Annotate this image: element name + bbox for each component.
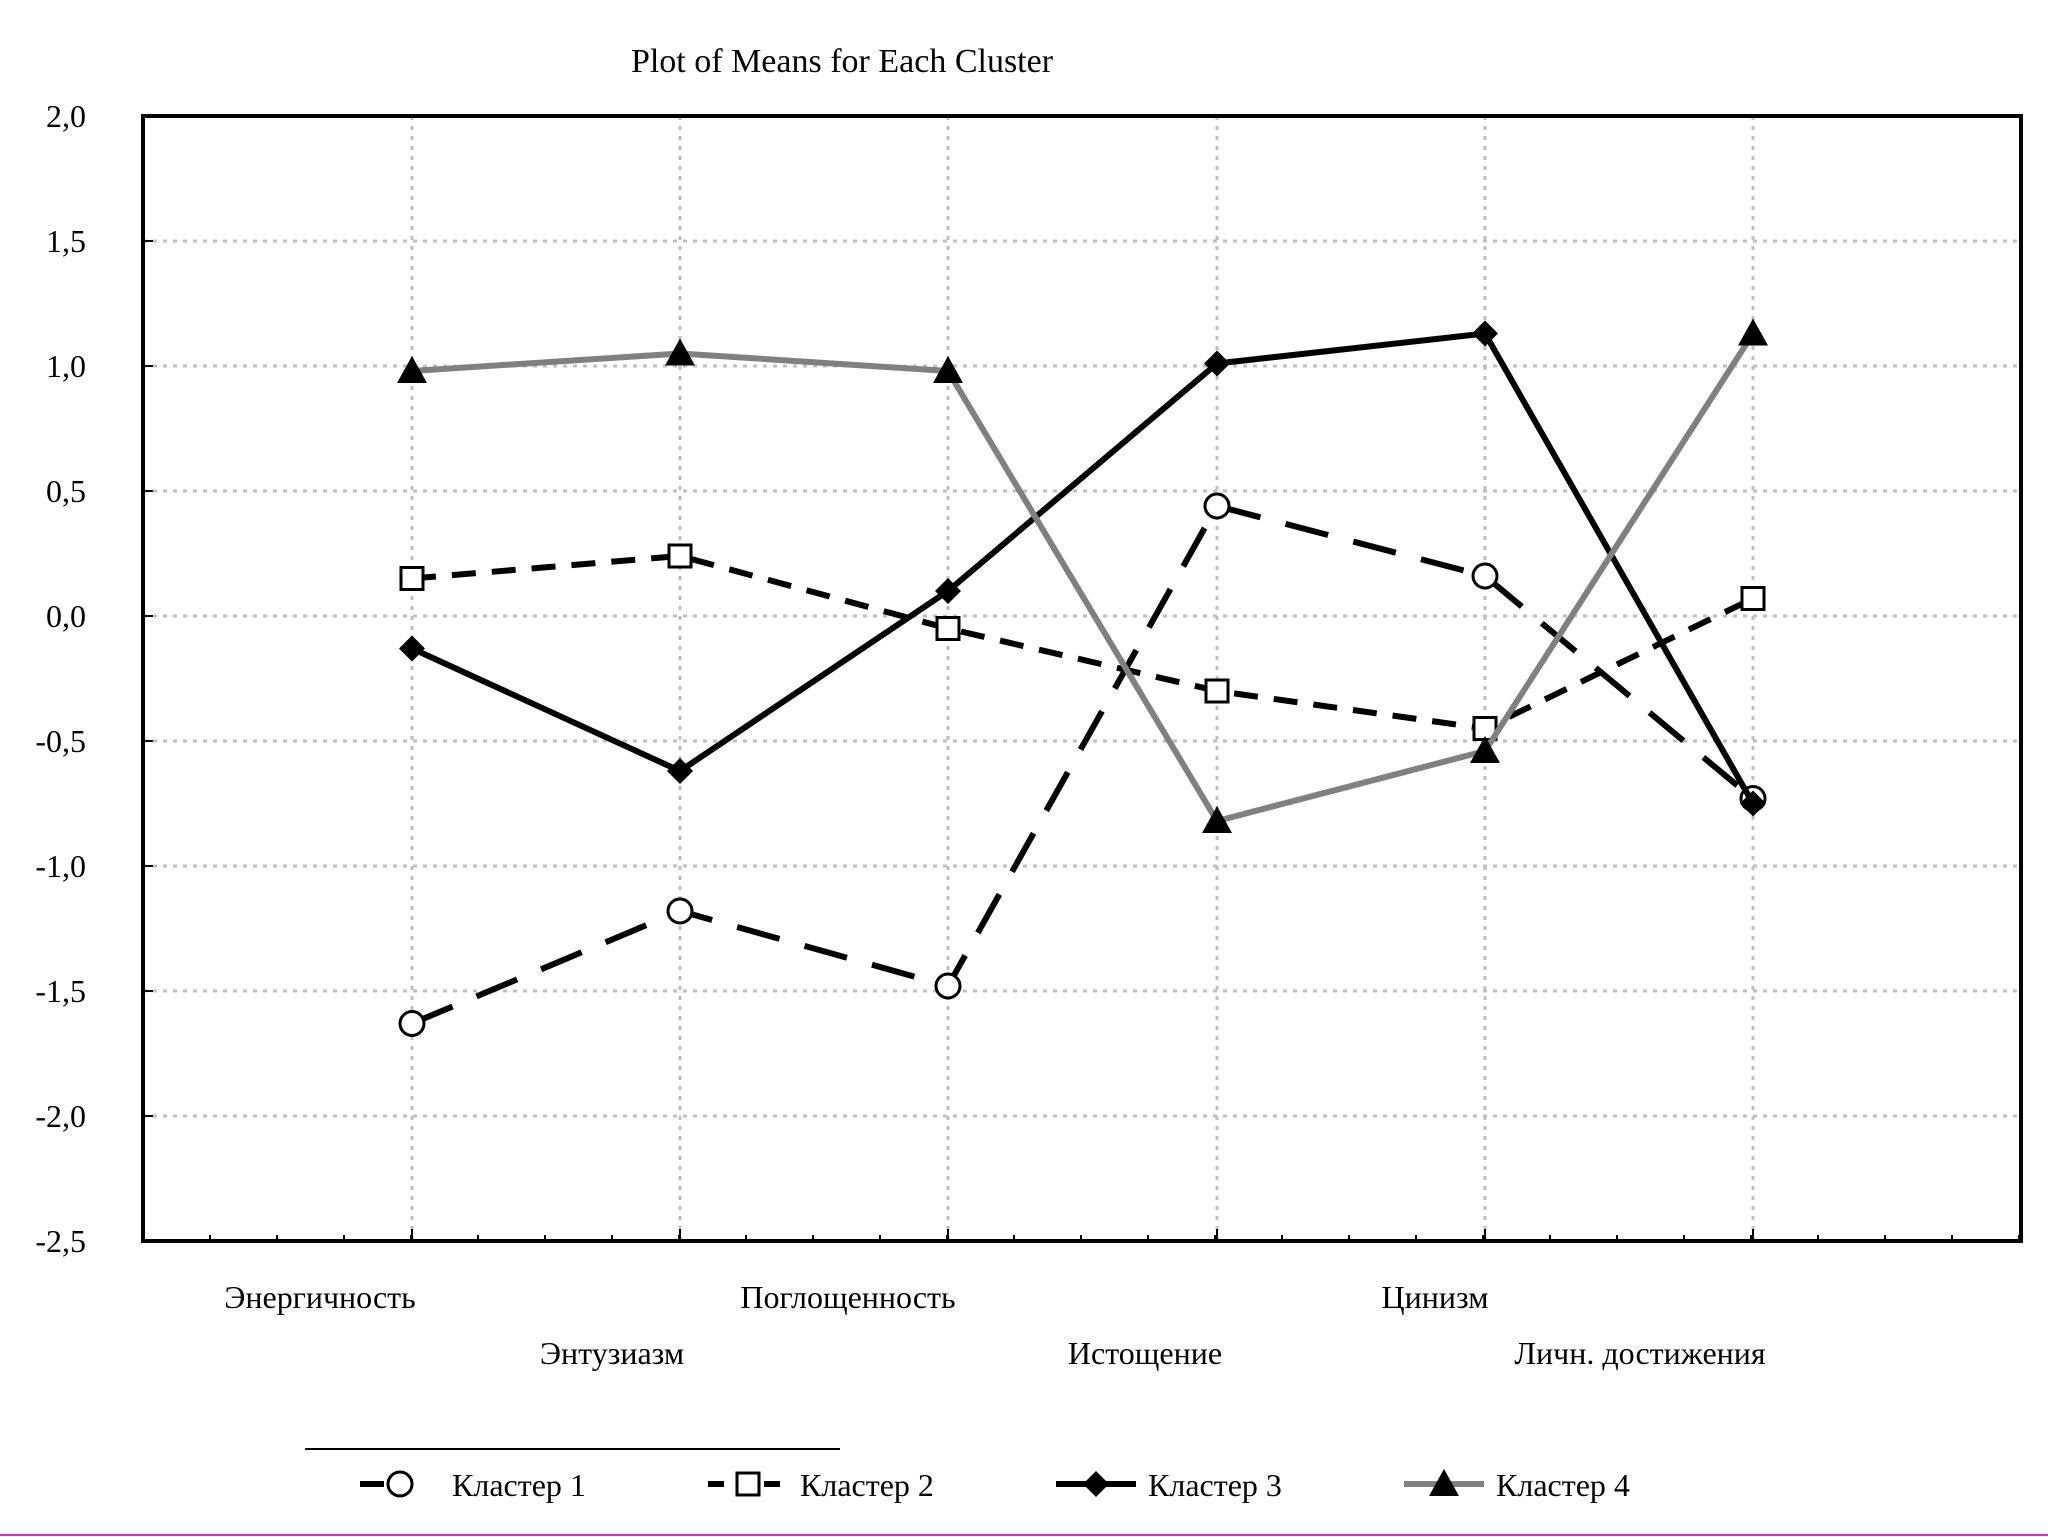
y-tick-label: -2,5	[35, 1223, 86, 1259]
data-point	[665, 338, 695, 366]
legend-label: Кластер 3	[1148, 1467, 1282, 1503]
series-3	[399, 320, 1766, 817]
data-point	[1740, 790, 1766, 817]
legend-label: Кластер 1	[452, 1467, 586, 1503]
data-point	[667, 758, 693, 784]
y-tick-label: -0,5	[35, 723, 86, 759]
y-tick-label: 1,5	[46, 223, 86, 259]
axes	[141, 114, 2023, 1243]
data-point	[1204, 678, 1230, 704]
data-point	[1738, 318, 1768, 346]
data-point	[1472, 320, 1498, 347]
y-tick-label: -2,0	[35, 1098, 86, 1134]
plot-frame	[141, 114, 2023, 1243]
data-point	[399, 635, 425, 662]
data-point	[666, 897, 694, 925]
data-point	[667, 543, 693, 569]
data-point	[934, 972, 962, 1000]
data-point	[397, 356, 427, 383]
x-category-label: Энергичность	[224, 1279, 416, 1315]
x-category-labels: Энергичность Энтузиазм Поглощенность Истоще…	[224, 1279, 1766, 1371]
data-point	[1471, 562, 1499, 590]
data-point	[1202, 806, 1232, 833]
data-point	[399, 566, 425, 591]
series-4	[397, 318, 1768, 833]
chart-title: Plot of Means for Each Cluster	[631, 43, 1054, 80]
y-tick-label: -1,0	[35, 848, 86, 884]
data-point	[933, 356, 963, 383]
x-category-label: Энтузиазм	[540, 1335, 684, 1371]
legend-swatch-marker	[735, 1471, 761, 1497]
data-point	[935, 616, 961, 641]
series-line	[410, 503, 1755, 1027]
legend-label: Кластер 4	[1496, 1467, 1630, 1503]
y-tick-labels: 2,0 1,5 1,0 0,5 0,0 -0,5 -1,0 -1,5 -2,0 -2,5	[35, 98, 86, 1259]
data-point	[1204, 350, 1230, 377]
series-line	[411, 553, 1755, 732]
legend-label: Кластер 2	[800, 1467, 934, 1503]
data-point	[1203, 492, 1231, 520]
x-category-label: Поглощенность	[740, 1279, 955, 1315]
series-line	[411, 331, 1756, 824]
legend-swatch-marker	[386, 1470, 414, 1498]
y-tick-label: 2,0	[46, 98, 86, 134]
data-point	[1740, 586, 1766, 611]
data-point	[1470, 736, 1500, 763]
x-category-label: Истощение	[1068, 1335, 1222, 1371]
series-2	[399, 543, 1766, 741]
data-point	[398, 1010, 426, 1037]
x-category-label: Цинизм	[1382, 1279, 1489, 1315]
series-line	[410, 330, 1756, 805]
series-group	[397, 318, 1768, 1037]
y-tick-label: -1,5	[35, 973, 86, 1009]
data-point	[935, 578, 961, 604]
bottom-rule	[0, 1534, 2048, 1536]
series-1	[398, 492, 1767, 1037]
y-tick-label: 0,5	[46, 473, 86, 509]
y-tick-label: 0,0	[46, 598, 86, 634]
x-category-label: Личн. достижения	[1514, 1335, 1766, 1371]
legend-swatch-marker	[1083, 1471, 1109, 1497]
y-tick-label: 1,0	[46, 348, 86, 384]
legend: Кластер 1 Кластер 2 Кластер 3 Кластер 4	[305, 1448, 1630, 1503]
grid	[143, 116, 2021, 1241]
legend-swatch-marker	[1429, 1469, 1459, 1496]
